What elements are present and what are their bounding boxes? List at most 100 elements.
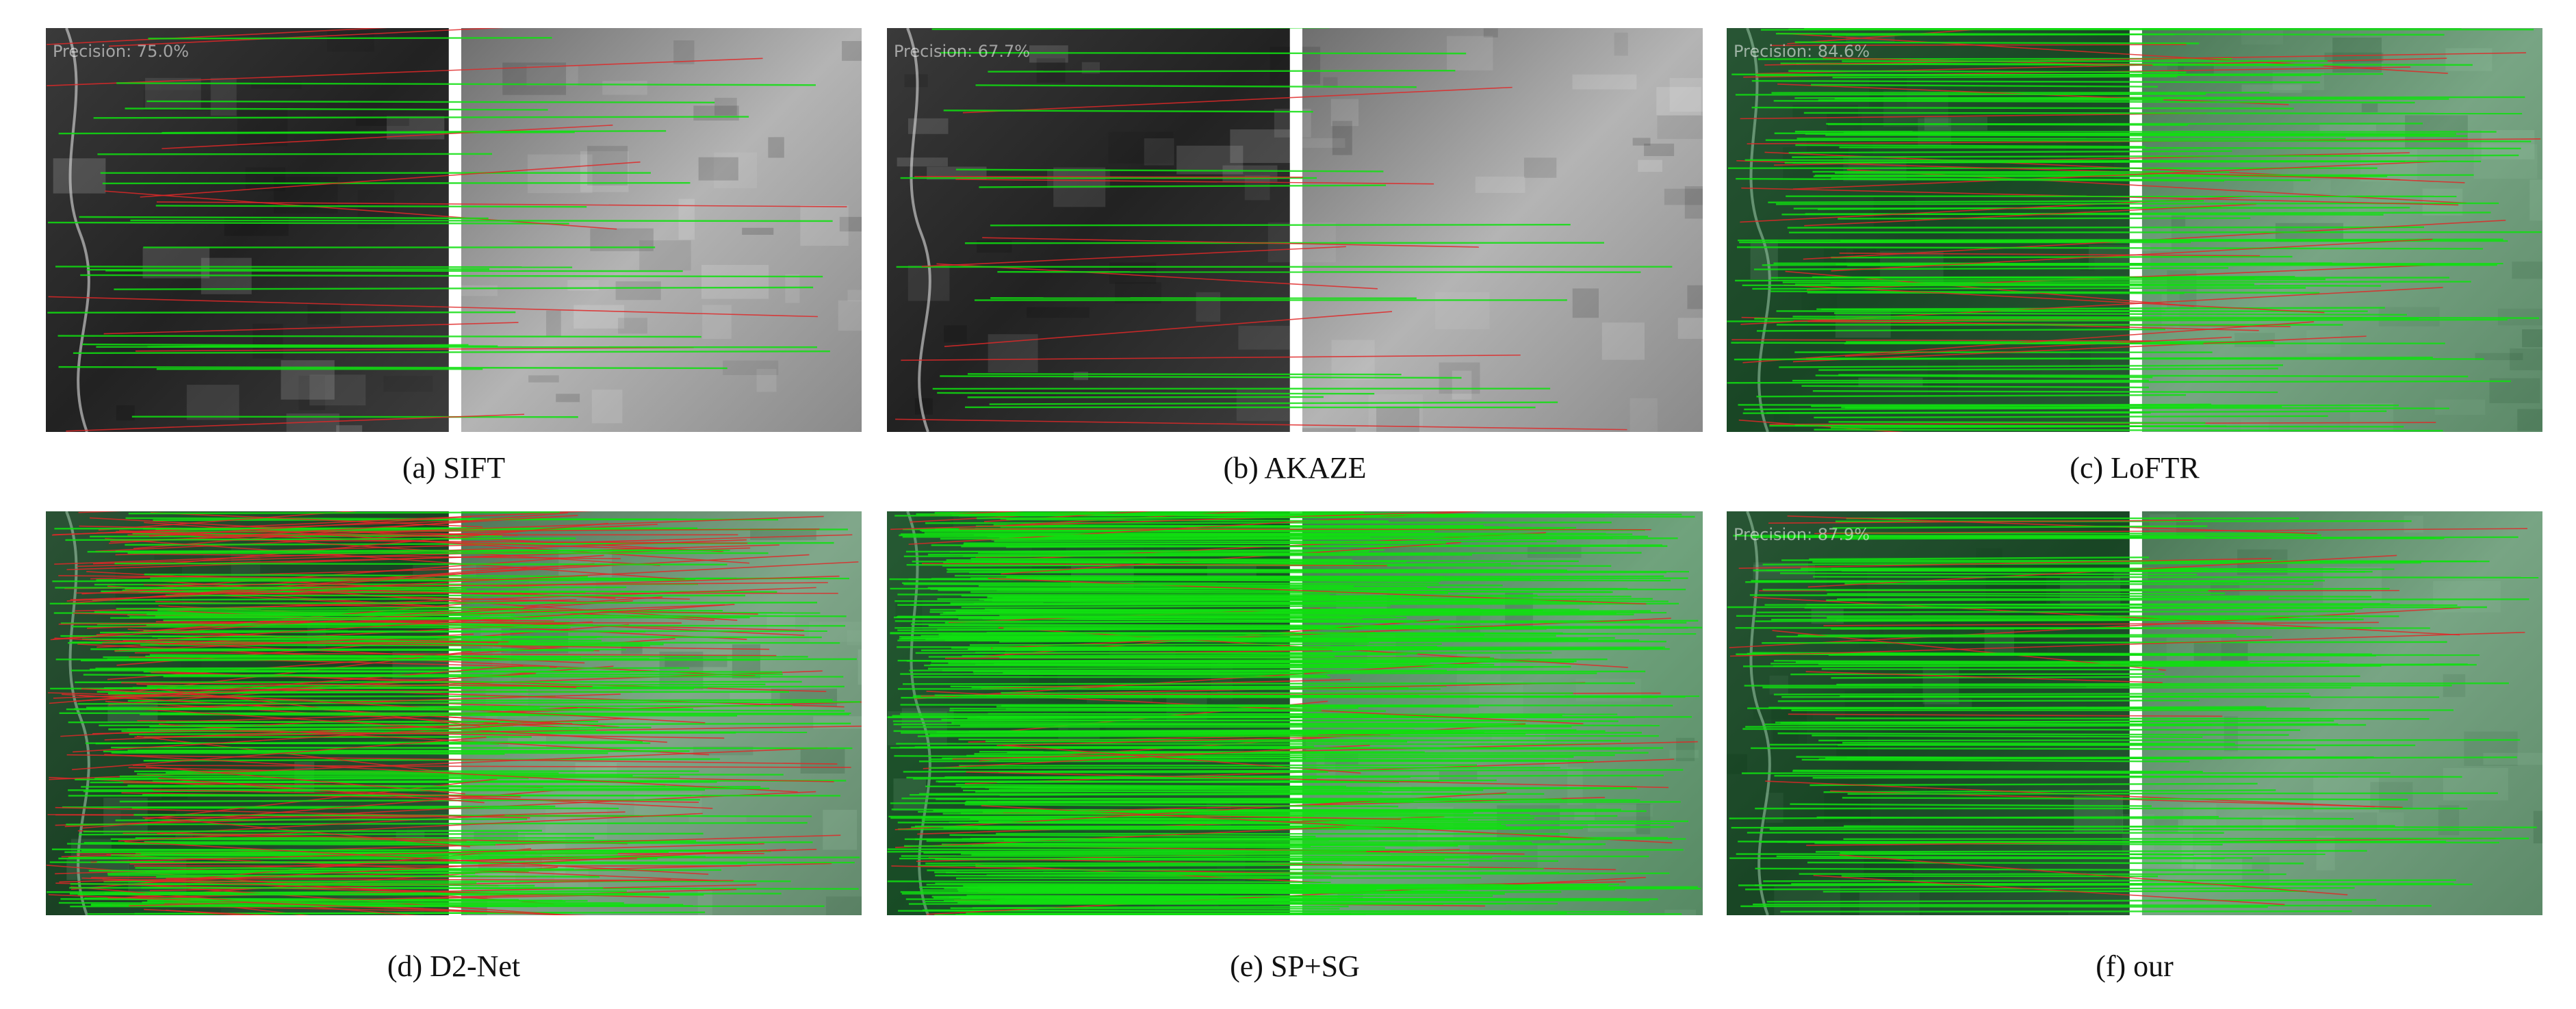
- inlier-line: [1832, 525, 2208, 529]
- caption: (b) AKAZE: [1224, 451, 1367, 485]
- inlier-line: [1810, 652, 2372, 655]
- inlier-line: [87, 911, 706, 915]
- match-panel: Precision: 75.0%: [46, 28, 862, 432]
- inlier-line: [1768, 200, 2204, 203]
- inlier-line: [1837, 597, 2269, 600]
- texture: [1144, 138, 1174, 166]
- inlier-line: [157, 636, 597, 640]
- inlier-line: [976, 525, 1577, 529]
- inlier-line: [1782, 281, 2471, 283]
- outlier-line: [1742, 321, 2315, 363]
- texture: [698, 157, 738, 181]
- texture: [800, 205, 849, 246]
- outlier-line: [66, 561, 859, 602]
- inlier-line: [931, 895, 1493, 897]
- inlier-line: [1794, 41, 2200, 44]
- texture: [1376, 406, 1419, 432]
- inlier-line: [969, 643, 1442, 646]
- texture: [1853, 248, 1877, 257]
- inlier-line: [1779, 535, 2436, 539]
- separator: [1289, 28, 1302, 432]
- inlier-line: [901, 726, 1572, 728]
- inlier-line: [1790, 673, 2165, 676]
- outlier-line: [166, 878, 734, 882]
- outlier-line: [952, 741, 1698, 760]
- outlier-line: [1738, 419, 1905, 432]
- inlier-line: [1735, 93, 2206, 96]
- panel-content: [46, 28, 862, 432]
- inlier-line: [975, 652, 1418, 655]
- inlier-line: [1762, 561, 2422, 565]
- inlier-line: [1788, 70, 2187, 73]
- inlier-line: [66, 843, 495, 846]
- inlier-line: [988, 69, 1456, 73]
- texture: [659, 651, 704, 690]
- panel-content: [1727, 511, 2542, 915]
- inlier-line: [931, 544, 1400, 548]
- inlier-line: [1842, 741, 2235, 745]
- outlier-line: [163, 563, 595, 598]
- outlier-line: [98, 511, 358, 531]
- inlier-line: [911, 623, 1493, 627]
- inlier-line: [951, 721, 1526, 725]
- texture: [2512, 261, 2542, 279]
- inlier-line: [111, 752, 505, 755]
- inlier-line: [1762, 641, 2447, 644]
- texture: [1930, 617, 1953, 645]
- outlier-line: [48, 296, 818, 318]
- inlier-line: [938, 589, 1613, 593]
- inlier-line: [1735, 278, 2326, 282]
- inlier-line: [887, 880, 1331, 884]
- outlier-line: [73, 722, 552, 753]
- outlier-line: [1764, 52, 2527, 66]
- inlier-line: [1814, 174, 2474, 177]
- texture: [298, 375, 326, 411]
- outlier-line: [158, 778, 485, 804]
- inlier-line: [1844, 583, 2314, 585]
- inlier-line: [1812, 576, 2539, 578]
- outlier-line: [962, 86, 1512, 114]
- inlier-line: [140, 644, 650, 647]
- texture: [1823, 247, 1846, 270]
- texture: [800, 748, 845, 774]
- texture: [1687, 285, 1703, 309]
- inlier-line: [1756, 610, 2355, 613]
- inlier-line: [1828, 421, 2206, 424]
- texture: [1883, 90, 1948, 127]
- inlier-line: [1844, 407, 2449, 409]
- inlier-line: [1770, 290, 2320, 294]
- inlier-line: [80, 274, 823, 278]
- texture: [574, 305, 624, 329]
- outlier-line: [936, 263, 1378, 290]
- texture: [839, 216, 862, 232]
- inlier-line: [47, 221, 569, 225]
- inlier-line: [1804, 606, 2363, 610]
- outlier-line: [895, 418, 1627, 431]
- inlier-line: [1792, 154, 2519, 158]
- inlier-line: [144, 573, 588, 578]
- inlier-line: [902, 682, 1636, 685]
- texture: [1146, 554, 1191, 563]
- inlier-line: [966, 754, 1615, 757]
- panel-content: [887, 511, 1703, 915]
- match-panel: Precision: 87.9%: [1727, 511, 2542, 915]
- inlier-line: [142, 902, 624, 904]
- inlier-line: [90, 904, 693, 907]
- outlier-line: [90, 843, 764, 863]
- inlier-line: [1787, 226, 2425, 229]
- inlier-line: [914, 745, 1315, 748]
- inlier-line: [1771, 618, 2355, 621]
- outlier-line: [134, 652, 777, 656]
- inlier-line: [943, 110, 1313, 113]
- texture: [556, 394, 580, 403]
- texture: [1475, 176, 1525, 193]
- texture: [1684, 186, 1703, 219]
- outlier-line: [109, 28, 504, 47]
- outlier-line: [140, 161, 641, 198]
- precision-label: Precision: 87.9%: [1734, 525, 1870, 544]
- outlier-line: [54, 539, 747, 565]
- inlier-line: [140, 852, 514, 856]
- inlier-line: [1836, 682, 2509, 686]
- inlier-line: [1831, 675, 2360, 679]
